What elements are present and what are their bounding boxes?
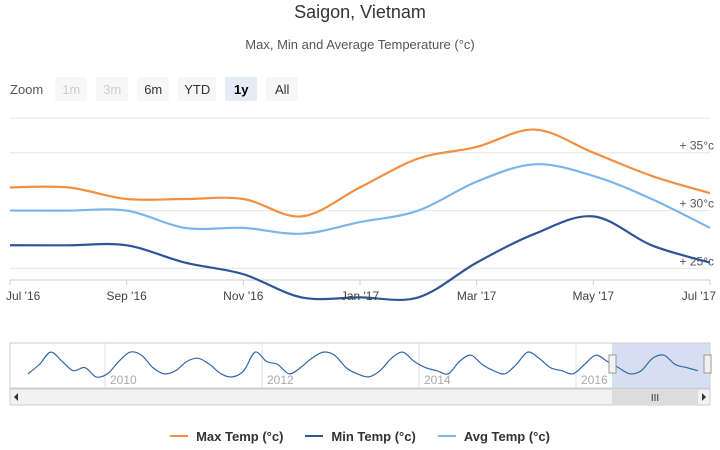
zoom-all-button[interactable]: All — [266, 77, 299, 101]
zoom-1y-button[interactable]: 1y — [225, 77, 258, 101]
navigator-frame — [9, 342, 711, 389]
zoom-label: Zoom — [10, 81, 44, 97]
legend: Max Temp (°c) Min Temp (°c) Avg Temp (°c… — [0, 426, 720, 446]
legend-swatch-min — [305, 435, 324, 437]
legend-item-avg[interactable]: Avg Temp (°c) — [437, 428, 550, 444]
x-tick-label: May '17 — [573, 289, 615, 303]
scroll-right-arrow-icon — [702, 393, 706, 401]
y-tick-label: + 35°c — [680, 139, 715, 153]
x-tick-label: Mar '17 — [457, 289, 497, 303]
navigator-year-label: 2010 — [110, 373, 137, 387]
chart-subtitle: Max, Min and Average Temperature (°c) — [245, 37, 475, 52]
navigator-selection-mask — [612, 343, 710, 388]
legend-label-min: Min Temp (°c) — [331, 428, 416, 444]
navigator-series-line — [27, 351, 699, 378]
avg-temp-line — [9, 163, 711, 235]
navigator-year-label: 2012 — [267, 373, 294, 387]
x-tick-label: Sep '16 — [107, 289, 148, 303]
legend-label-max: Max Temp (°c) — [196, 428, 284, 444]
scrollbar-thumb — [612, 390, 698, 404]
x-tick-label: Jan '17 — [341, 289, 380, 303]
x-tick-label: Jul '17 — [682, 289, 717, 303]
navigator-left-handle — [608, 354, 617, 374]
legend-item-max[interactable]: Max Temp (°c) — [170, 429, 283, 444]
zoom-6m-button[interactable]: 6m — [137, 77, 170, 101]
legend-swatch-max — [170, 435, 189, 437]
min-temp-line — [9, 215, 711, 302]
chart-title: Saigon, Vietnam — [294, 2, 426, 22]
legend-label-avg: Avg Temp (°c) — [463, 428, 550, 444]
scrollbar-track — [9, 388, 711, 406]
zoom-1m-button[interactable]: 1m — [55, 77, 88, 101]
max-temp-line — [9, 128, 711, 218]
y-tick-label: + 25°c — [680, 254, 715, 268]
navigator-right-handle — [703, 354, 712, 374]
navigator-year-label: 2016 — [581, 373, 608, 387]
navigator-year-label: 2014 — [424, 373, 451, 387]
x-tick-label: Jul '16 — [6, 289, 41, 303]
scroll-left-arrow-icon — [14, 393, 18, 401]
y-tick-label: + 30°c — [680, 197, 715, 211]
legend-item-min[interactable]: Min Temp (°c) — [305, 428, 416, 444]
x-tick-label: Nov '16 — [223, 289, 264, 303]
zoom-toolbar: Zoom 1m 3m 6m YTD 1y All — [10, 77, 307, 101]
legend-swatch-avg — [437, 435, 456, 437]
zoom-ytd-button[interactable]: YTD — [178, 77, 217, 101]
scrollbar-grip: III — [651, 393, 659, 404]
zoom-3m-button[interactable]: 3m — [96, 77, 129, 101]
